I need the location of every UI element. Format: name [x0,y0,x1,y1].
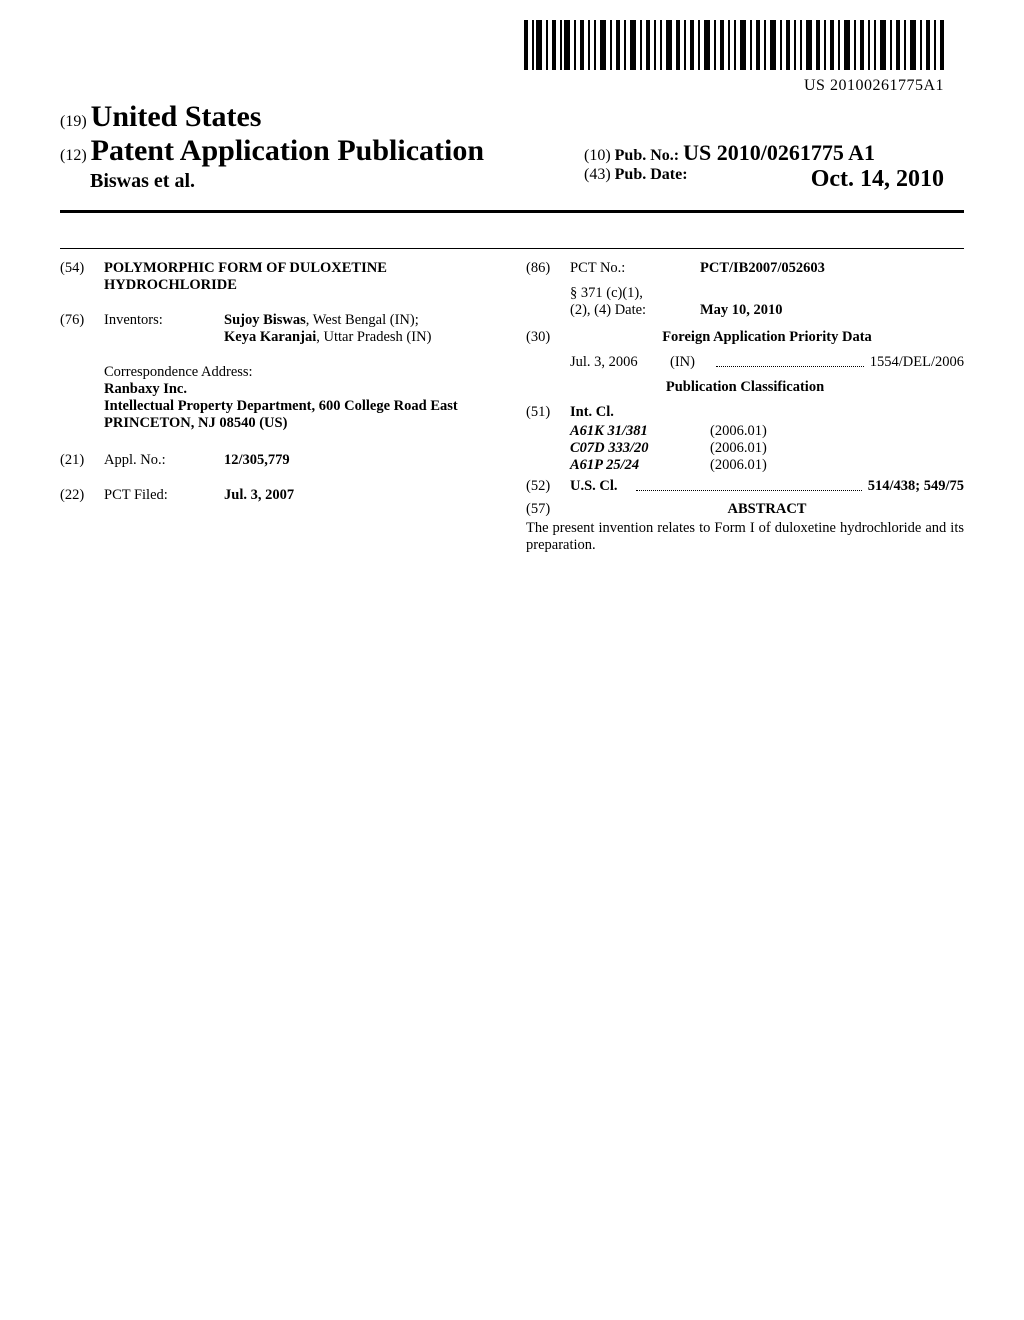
field-21: (21) Appl. No.: 12/305,779 [60,452,498,469]
priority-appno: 1554/DEL/2006 [870,354,964,371]
code-12: (12) [60,147,87,164]
author-names: Biswas et al. [90,170,580,193]
field-30: (30) Foreign Application Priority Data [526,329,964,346]
right-column: (86) PCT No.: PCT/IB2007/052603 § 371 (c… [526,260,964,554]
publication-date: Oct. 14, 2010 [811,166,944,193]
pct-filed-date: Jul. 3, 2007 [224,487,498,504]
field-76: (76) Inventors: Sujoy Biswas, West Benga… [60,312,498,346]
document-header: (19) United States (12) Patent Applicati… [60,100,964,193]
code-43: (43) [584,166,611,183]
correspondence-heading: Correspondence Address: [104,364,498,381]
code-52: (52) [526,478,570,495]
code-19: (19) [60,113,87,130]
invention-title: POLYMORPHIC FORM OF DULOXETINE HYDROCHLO… [104,260,498,294]
pubdate-label: Pub. Date: [615,166,688,183]
pctno-label: PCT No.: [570,260,700,277]
inventors-label: Inventors: [104,312,224,346]
priority-date: Jul. 3, 2006 [570,354,670,371]
barcode-block: US 20100261775A1 [524,20,944,95]
foreign-priority-heading: Foreign Application Priority Data [570,329,964,346]
barcode-text: US 20100261775A1 [524,77,944,95]
code-54: (54) [60,260,104,294]
intcl-code: A61P 25/24 [570,457,710,474]
code-22: (22) [60,487,104,504]
application-number: 12/305,779 [224,452,498,469]
publication-number: US 2010/0261775 A1 [683,140,875,165]
correspondence-address: Correspondence Address: Ranbaxy Inc. Int… [104,364,498,432]
field-51: (51) Int. Cl. [526,404,964,421]
abstract-heading: ABSTRACT [570,501,964,518]
correspondence-line-2: Intellectual Property Department, 600 Co… [104,398,498,415]
priority-row: Jul. 3, 2006 (IN) 1554/DEL/2006 [570,354,964,371]
intcl-row: A61P 25/24 (2006.01) [570,457,964,474]
pctfiled-label: PCT Filed: [104,487,224,504]
inventor-2-loc: , Uttar Pradesh (IN) [316,329,431,345]
code-21: (21) [60,452,104,469]
code-86: (86) [526,260,570,277]
code-51: (51) [526,404,570,421]
barcode-graphic [524,20,944,70]
country-name: United States [91,100,262,133]
intcl-code: A61K 31/381 [570,423,710,440]
code-76: (76) [60,312,104,346]
uscl-label: U.S. Cl. [570,478,630,495]
field-52: (52) U.S. Cl. 514/438; 549/75 [526,478,964,495]
pubno-label: Pub. No.: [615,147,679,164]
abstract-text: The present invention relates to Form I … [526,520,964,554]
left-column: (54) POLYMORPHIC FORM OF DULOXETINE HYDR… [60,260,498,554]
inventor-1-name: Sujoy Biswas [224,312,306,328]
pct-number: PCT/IB2007/052603 [700,260,964,277]
inventor-2-name: Keya Karanjai [224,329,316,345]
correspondence-line-1: Ranbaxy Inc. [104,381,498,398]
publication-classification-heading: Publication Classification [526,379,964,396]
rule-thick [60,210,964,213]
correspondence-line-3: PRINCETON, NJ 08540 (US) [104,415,498,432]
field-54: (54) POLYMORPHIC FORM OF DULOXETINE HYDR… [60,260,498,294]
rule-thin [60,248,964,249]
code-10: (10) [584,147,611,164]
s371-date: May 10, 2010 [700,302,783,319]
code-30: (30) [526,329,570,346]
code-57: (57) [526,501,570,518]
intcl-label: Int. Cl. [570,404,614,421]
intcl-row: C07D 333/20 (2006.01) [570,440,964,457]
applno-label: Appl. No.: [104,452,224,469]
dot-leader [636,480,862,491]
intcl-year: (2006.01) [710,457,810,474]
dot-leader [716,356,864,367]
field-22: (22) PCT Filed: Jul. 3, 2007 [60,487,498,504]
publication-type: Patent Application Publication [91,134,484,167]
field-57: (57) ABSTRACT [526,501,964,518]
field-86: (86) PCT No.: PCT/IB2007/052603 [526,260,964,277]
intcl-row: A61K 31/381 (2006.01) [570,423,964,440]
intcl-table: A61K 31/381 (2006.01) C07D 333/20 (2006.… [570,423,964,474]
uscl-value: 514/438; 549/75 [868,478,964,495]
priority-country: (IN) [670,354,710,371]
inventors-value: Sujoy Biswas, West Bengal (IN); Keya Kar… [224,312,431,346]
inventor-1-loc: , West Bengal (IN); [306,312,419,328]
s371-line1: § 371 (c)(1), [570,285,964,302]
intcl-year: (2006.01) [710,423,810,440]
field-86-sub: § 371 (c)(1), (2), (4) Date: May 10, 201… [570,285,964,319]
s371-line2-label: (2), (4) Date: [570,302,700,319]
intcl-year: (2006.01) [710,440,810,457]
intcl-code: C07D 333/20 [570,440,710,457]
